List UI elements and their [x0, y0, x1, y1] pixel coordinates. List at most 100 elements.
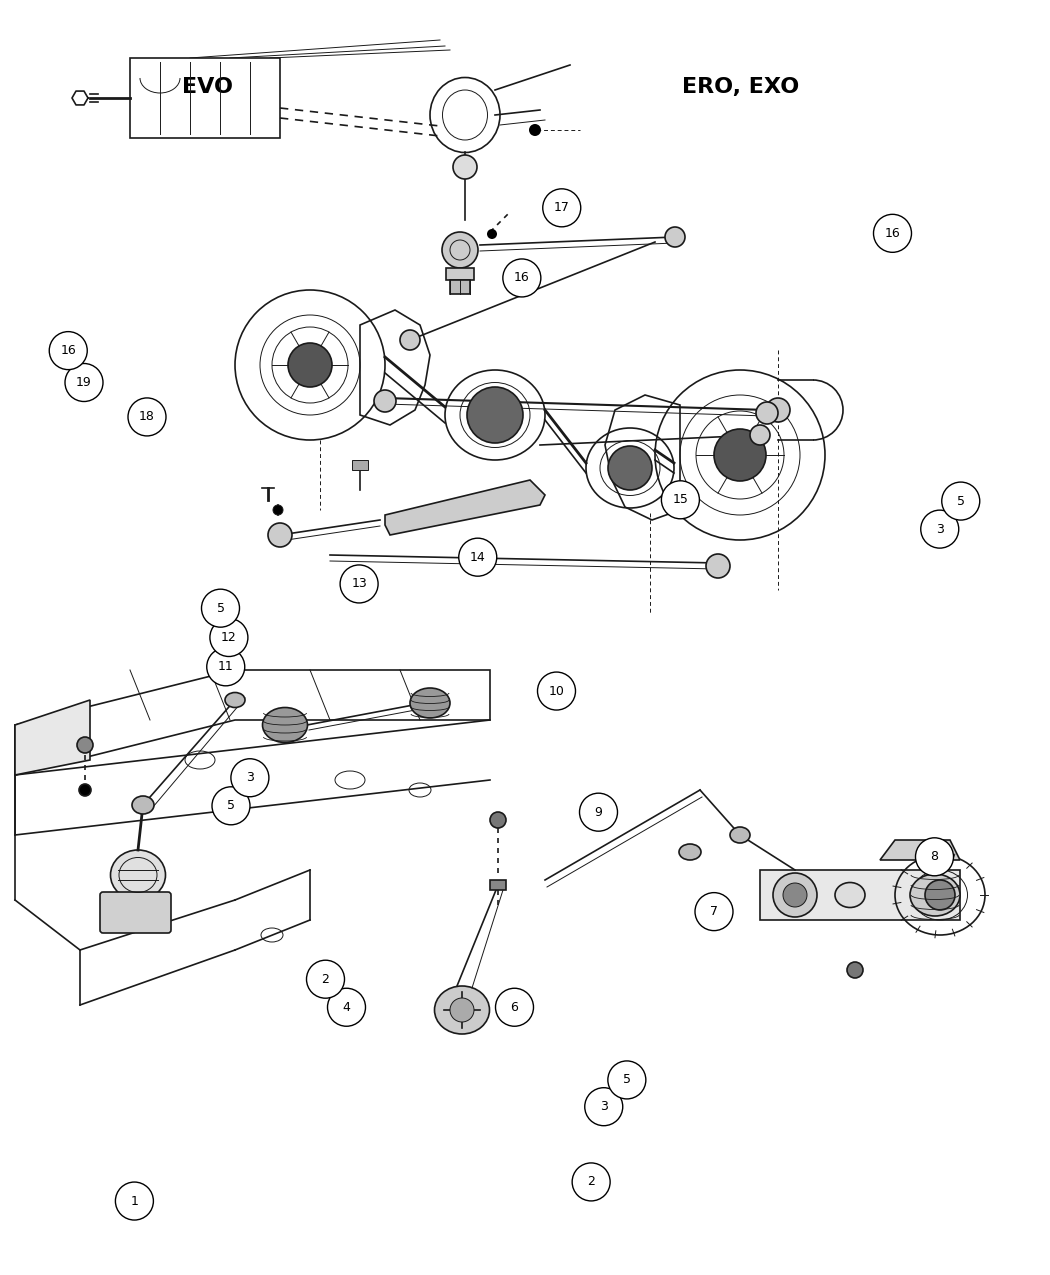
Circle shape: [942, 482, 980, 520]
Circle shape: [400, 330, 420, 351]
Text: 3: 3: [246, 771, 254, 784]
Bar: [352, 460, 367, 470]
Ellipse shape: [132, 796, 154, 813]
Ellipse shape: [679, 844, 701, 861]
Circle shape: [608, 1061, 646, 1099]
Circle shape: [288, 343, 332, 388]
Circle shape: [874, 214, 911, 252]
Ellipse shape: [435, 986, 489, 1034]
Circle shape: [925, 880, 956, 910]
Circle shape: [273, 505, 284, 515]
Text: 11: 11: [218, 660, 233, 673]
Circle shape: [662, 481, 699, 519]
Text: 5: 5: [216, 602, 225, 615]
Circle shape: [49, 332, 87, 370]
Text: 18: 18: [139, 411, 155, 423]
Circle shape: [585, 1088, 623, 1126]
Text: 6: 6: [510, 1001, 519, 1014]
Circle shape: [847, 963, 863, 978]
Circle shape: [442, 232, 478, 268]
Text: 5: 5: [227, 799, 235, 812]
Circle shape: [374, 390, 396, 412]
Circle shape: [268, 523, 292, 547]
Text: 10: 10: [548, 685, 565, 697]
Ellipse shape: [730, 827, 750, 843]
Circle shape: [580, 793, 617, 831]
Circle shape: [665, 227, 685, 247]
Text: 9: 9: [594, 806, 603, 819]
Bar: [490, 880, 506, 890]
Ellipse shape: [410, 688, 450, 718]
Circle shape: [916, 838, 953, 876]
Circle shape: [328, 988, 365, 1026]
Text: 2: 2: [321, 973, 330, 986]
Circle shape: [207, 648, 245, 686]
Circle shape: [773, 873, 817, 917]
Text: 2: 2: [587, 1176, 595, 1188]
Circle shape: [490, 812, 506, 827]
Text: 5: 5: [623, 1074, 631, 1086]
Ellipse shape: [110, 850, 166, 900]
Circle shape: [450, 998, 474, 1023]
Circle shape: [608, 446, 652, 490]
Bar: [446, 268, 474, 280]
Text: 15: 15: [672, 493, 689, 506]
Text: 14: 14: [470, 551, 485, 564]
Circle shape: [116, 1182, 153, 1220]
Bar: [130, 57, 280, 138]
Circle shape: [340, 565, 378, 603]
Text: ERO, EXO: ERO, EXO: [681, 76, 799, 97]
FancyBboxPatch shape: [760, 870, 960, 921]
Text: 16: 16: [884, 227, 901, 240]
Ellipse shape: [835, 882, 865, 908]
Circle shape: [714, 428, 766, 481]
Circle shape: [766, 398, 790, 422]
Text: 17: 17: [553, 201, 570, 214]
Polygon shape: [15, 700, 90, 775]
Text: 19: 19: [76, 376, 92, 389]
Text: 3: 3: [936, 523, 944, 536]
Circle shape: [503, 259, 541, 297]
Text: 4: 4: [342, 1001, 351, 1014]
Bar: [450, 280, 470, 295]
Circle shape: [79, 784, 91, 796]
Text: 5: 5: [957, 495, 965, 507]
Circle shape: [496, 988, 533, 1026]
Ellipse shape: [225, 692, 245, 708]
Circle shape: [231, 759, 269, 797]
Circle shape: [212, 787, 250, 825]
Circle shape: [453, 156, 477, 178]
FancyBboxPatch shape: [100, 892, 171, 933]
Circle shape: [706, 555, 730, 578]
Text: 12: 12: [220, 631, 237, 644]
Circle shape: [695, 892, 733, 931]
Circle shape: [459, 538, 497, 576]
Text: 1: 1: [130, 1195, 139, 1207]
Circle shape: [756, 402, 778, 425]
Circle shape: [307, 960, 344, 998]
Circle shape: [921, 510, 959, 548]
Circle shape: [538, 672, 575, 710]
Circle shape: [783, 884, 807, 907]
Circle shape: [529, 124, 541, 136]
Polygon shape: [880, 840, 960, 861]
Circle shape: [572, 1163, 610, 1201]
Text: 3: 3: [600, 1100, 608, 1113]
Text: 7: 7: [710, 905, 718, 918]
Ellipse shape: [262, 708, 308, 742]
Text: EVO: EVO: [183, 76, 233, 97]
Circle shape: [77, 737, 93, 754]
Text: 8: 8: [930, 850, 939, 863]
Circle shape: [750, 425, 770, 445]
Circle shape: [128, 398, 166, 436]
Text: 13: 13: [351, 578, 368, 590]
Circle shape: [467, 388, 523, 442]
Circle shape: [202, 589, 239, 627]
Text: 16: 16: [514, 272, 530, 284]
Polygon shape: [385, 479, 545, 536]
Ellipse shape: [910, 873, 960, 915]
Circle shape: [487, 230, 497, 238]
Circle shape: [543, 189, 581, 227]
Circle shape: [210, 618, 248, 657]
Text: 16: 16: [61, 344, 76, 357]
